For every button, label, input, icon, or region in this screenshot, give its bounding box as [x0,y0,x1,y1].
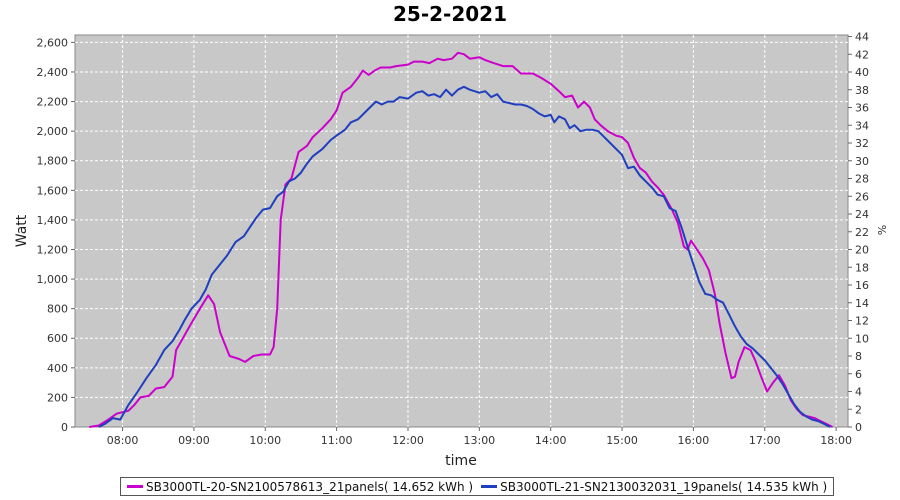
x-tick-label: 08:00 [107,434,139,447]
legend: SB3000TL-20-SN2100578613_21panels( 14.65… [120,477,835,496]
y-axis-label: Watt [14,214,30,247]
y2-axis-label: % [875,225,888,235]
plot-area [74,34,849,428]
x-tick-label: 17:00 [749,434,781,447]
y2-tick-label: 8 [855,350,862,363]
y2-tick-label: 38 [855,84,869,97]
x-tick-label: 13:00 [463,434,495,447]
x-axis-label: time [445,453,477,469]
y2-tick-label: 30 [855,155,869,168]
y2-tick-label: 28 [855,173,869,186]
x-tick-label: 09:00 [178,434,210,447]
y-tick-label: 2,000 [37,125,69,138]
y2-tick-label: 2 [855,403,862,416]
y2-axis-ticks: 0246810121416182022242628303234363840424… [848,31,869,434]
x-axis-ticks: 08:00 09:00 10:00 11:00 12:00 13:00 14:00 15:00… [107,427,852,447]
y2-tick-label: 26 [855,190,869,203]
legend-label-series-2: SB3000TL-21-SN2130032031_19panels( 14.53… [500,479,828,494]
y2-tick-label: 4 [855,386,862,399]
y2-tick-label: 22 [855,226,869,239]
y-tick-label: 800 [47,303,68,316]
y2-tick-label: 12 [855,315,869,328]
chart-title: 25-2-2021 [393,2,507,26]
x-tick-label: 15:00 [606,434,638,447]
y2-tick-label: 44 [855,31,869,44]
x-tick-label: 14:00 [535,434,567,447]
y-tick-label: 2,200 [37,96,69,109]
x-tick-label: 12:00 [392,434,424,447]
x-tick-label: 18:00 [820,434,852,447]
y-tick-label: 1,200 [37,243,69,256]
y2-tick-label: 20 [855,244,869,257]
y2-tick-label: 34 [855,119,869,132]
y2-tick-label: 24 [855,208,869,221]
y2-tick-label: 6 [855,368,862,381]
y2-tick-label: 36 [855,102,869,115]
legend-label-series-1: SB3000TL-20-SN2100578613_21panels( 14.65… [146,479,474,494]
y-tick-label: 600 [47,332,68,345]
y-tick-label: 1,000 [37,273,69,286]
series-line-1 [89,51,833,428]
legend-swatch-series-1 [127,485,143,488]
y2-tick-label: 16 [855,279,869,292]
y2-tick-label: 14 [855,297,869,310]
x-tick-label: 16:00 [678,434,710,447]
y-tick-label: 200 [47,391,68,404]
y2-tick-label: 0 [855,421,862,434]
y-tick-label: 2,400 [37,66,69,79]
y-tick-label: 1,800 [37,155,69,168]
y2-tick-label: 32 [855,137,869,150]
y-tick-label: 1,400 [37,214,69,227]
series-lines [89,51,833,428]
x-tick-label: 11:00 [321,434,353,447]
legend-item-series-1[interactable]: SB3000TL-20-SN2100578613_21panels( 14.65… [127,480,473,494]
legend-item-series-2[interactable]: SB3000TL-21-SN2130032031_19panels( 14.53… [481,480,827,494]
series-line-2 [98,85,831,428]
y2-tick-label: 40 [855,66,869,79]
legend-swatch-series-2 [481,485,498,488]
y-tick-label: 2,600 [37,36,69,49]
y-tick-label: 400 [47,362,68,375]
grid-lines [75,35,848,427]
y-tick-label: 1,600 [37,184,69,197]
y2-tick-label: 10 [855,332,869,345]
x-tick-label: 10:00 [249,434,281,447]
y2-tick-label: 18 [855,261,869,274]
y-tick-label: 0 [61,421,68,434]
y-axis-ticks: 0 200 400 600 800 1,000 1,200 1,400 1,600 1,800 2,… [37,36,75,434]
y2-tick-label: 42 [855,48,869,61]
